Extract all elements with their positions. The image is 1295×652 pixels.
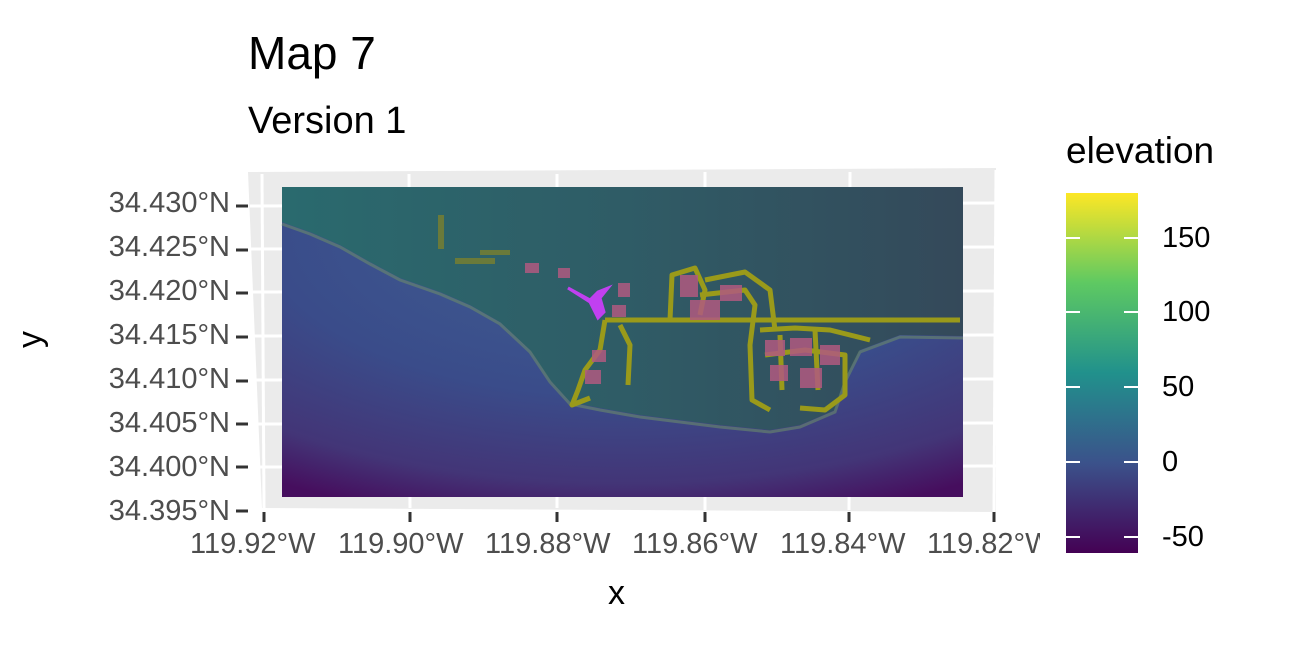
y-axis-ticks — [236, 204, 248, 513]
x-axis-ticks — [262, 512, 996, 522]
y-tick-label: 34.425°N — [108, 231, 230, 263]
legend-tick-label: 150 — [1162, 222, 1211, 254]
x-tick-label: 119.92°W — [190, 528, 316, 560]
residential-strips — [438, 215, 510, 264]
legend-colorbar-ticks — [1066, 237, 1138, 538]
map-subtitle: Version 1 — [248, 100, 407, 142]
legend-colorbar — [1066, 193, 1138, 553]
legend-tick-label: 100 — [1162, 296, 1211, 328]
legend-tick-label: 50 — [1162, 371, 1195, 403]
y-tick-label: 34.415°N — [108, 319, 230, 351]
legend-tick-label: 0 — [1162, 446, 1179, 478]
y-tick-label: 34.405°N — [108, 407, 230, 439]
x-axis-label: x — [608, 574, 625, 612]
y-tick-label: 34.410°N — [108, 363, 230, 395]
y-tick-label: 34.395°N — [108, 495, 230, 527]
x-tick-label: 119.82°W — [927, 528, 1040, 560]
x-tick-label: 119.86°W — [632, 528, 758, 560]
legend-tick-label: -50 — [1162, 521, 1204, 553]
buildings — [525, 263, 840, 388]
x-tick-label: 119.88°W — [485, 528, 611, 560]
y-tick-label: 34.400°N — [108, 451, 230, 483]
map-title: Map 7 — [248, 27, 376, 79]
y-tick-label: 34.420°N — [108, 275, 230, 307]
x-tick-label: 119.90°W — [338, 528, 464, 560]
legend-title: elevation — [1066, 130, 1215, 171]
highlighted-feature — [567, 284, 613, 321]
y-tick-label: 34.430°N — [108, 187, 230, 219]
x-tick-label: 119.84°W — [780, 528, 906, 560]
